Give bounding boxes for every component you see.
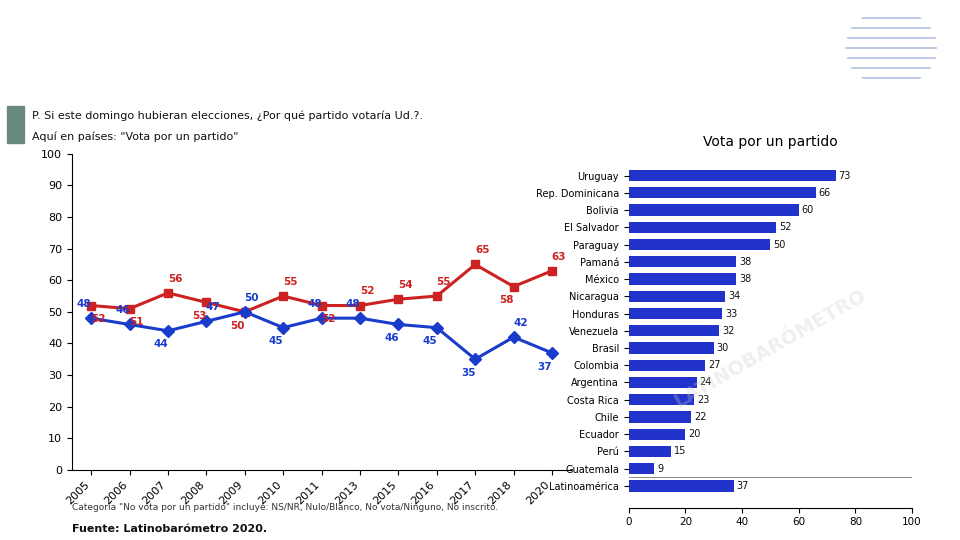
- Bar: [629, 239, 771, 250]
- Text: 15: 15: [674, 447, 686, 456]
- Text: 20: 20: [688, 429, 701, 439]
- Bar: [629, 377, 697, 388]
- Text: 48: 48: [346, 299, 360, 309]
- Bar: [629, 187, 816, 198]
- Text: 38: 38: [739, 274, 752, 284]
- Text: 44: 44: [154, 340, 168, 349]
- Text: 53: 53: [192, 311, 206, 321]
- Text: 35: 35: [461, 368, 475, 378]
- Text: 52: 52: [360, 286, 374, 296]
- Text: 55: 55: [283, 277, 298, 287]
- Bar: [629, 429, 685, 440]
- Text: LATINOBARÓMETRO: LATINOBARÓMETRO: [671, 286, 870, 411]
- Text: 45: 45: [269, 336, 283, 346]
- Bar: [629, 463, 655, 474]
- Text: 56: 56: [168, 274, 182, 284]
- Bar: [629, 446, 671, 457]
- Bar: [629, 480, 733, 491]
- Bar: [629, 222, 776, 233]
- Text: P. Si este domingo hubieran elecciones, ¿Por qué partido votaría Ud.?.: P. Si este domingo hubieran elecciones, …: [32, 111, 422, 121]
- Text: 50: 50: [230, 321, 245, 330]
- Text: Aquí en países: "Vota por un partido": Aquí en países: "Vota por un partido": [32, 131, 238, 142]
- Text: 50: 50: [773, 240, 785, 249]
- Text: Categoría "No vota por un partido" incluye: NS/NR, Nulo/Blanco, No vota/Ninguno,: Categoría "No vota por un partido" inclu…: [72, 503, 498, 512]
- Bar: [629, 170, 835, 181]
- Text: 45: 45: [422, 336, 437, 346]
- Text: 65: 65: [475, 245, 490, 255]
- Text: 63: 63: [552, 252, 566, 262]
- Text: 32: 32: [722, 326, 734, 336]
- Bar: [629, 394, 694, 406]
- Title: Vota por un partido: Vota por un partido: [703, 134, 838, 149]
- Text: 22: 22: [694, 412, 707, 422]
- Bar: [629, 308, 722, 319]
- Bar: [629, 256, 736, 267]
- Text: 38: 38: [739, 257, 752, 267]
- Text: 1995: 1995: [881, 100, 901, 109]
- Text: 46: 46: [115, 306, 130, 315]
- Text: 48: 48: [307, 299, 322, 309]
- Text: 66: 66: [819, 188, 830, 198]
- Bar: [629, 273, 736, 285]
- Text: 54: 54: [398, 280, 413, 290]
- Bar: [629, 205, 799, 215]
- Text: 58: 58: [499, 295, 514, 305]
- Text: 73: 73: [838, 171, 851, 180]
- Text: 24: 24: [700, 377, 712, 388]
- Text: 37: 37: [736, 481, 749, 491]
- Text: 50: 50: [245, 293, 259, 303]
- Bar: [629, 342, 713, 354]
- Bar: [629, 325, 719, 336]
- Text: INTENCIÓN DE VOTO: INTENCIÓN DE VOTO: [18, 20, 338, 48]
- Text: 51: 51: [130, 318, 144, 327]
- Text: 48: 48: [77, 299, 91, 309]
- Text: 47: 47: [206, 302, 221, 312]
- Text: 37: 37: [538, 362, 552, 372]
- Text: 23: 23: [697, 395, 709, 404]
- Bar: [629, 360, 706, 371]
- Text: 46: 46: [384, 333, 398, 343]
- Text: 52: 52: [779, 222, 791, 232]
- Text: Fuente: Latinobarómetro 2020.: Fuente: Latinobarómetro 2020.: [72, 524, 267, 534]
- Text: 60: 60: [802, 205, 814, 215]
- Text: 52: 52: [322, 314, 336, 324]
- Text: 34: 34: [728, 291, 740, 301]
- Bar: [7, 106, 24, 143]
- Text: 42: 42: [514, 318, 528, 328]
- Text: 9: 9: [658, 464, 663, 474]
- Text: 55: 55: [437, 277, 451, 287]
- Text: 33: 33: [725, 308, 737, 319]
- Text: 52: 52: [91, 314, 106, 324]
- Text: 30: 30: [716, 343, 729, 353]
- Text: TOTAL LATINOAMÉRICA 1995 – 2020 - TOTALES POR PAÍS 2020: TOTAL LATINOAMÉRICA 1995 – 2020 - TOTALE…: [18, 62, 551, 77]
- Bar: [629, 411, 691, 423]
- Bar: [629, 291, 725, 302]
- Text: 27: 27: [708, 360, 721, 370]
